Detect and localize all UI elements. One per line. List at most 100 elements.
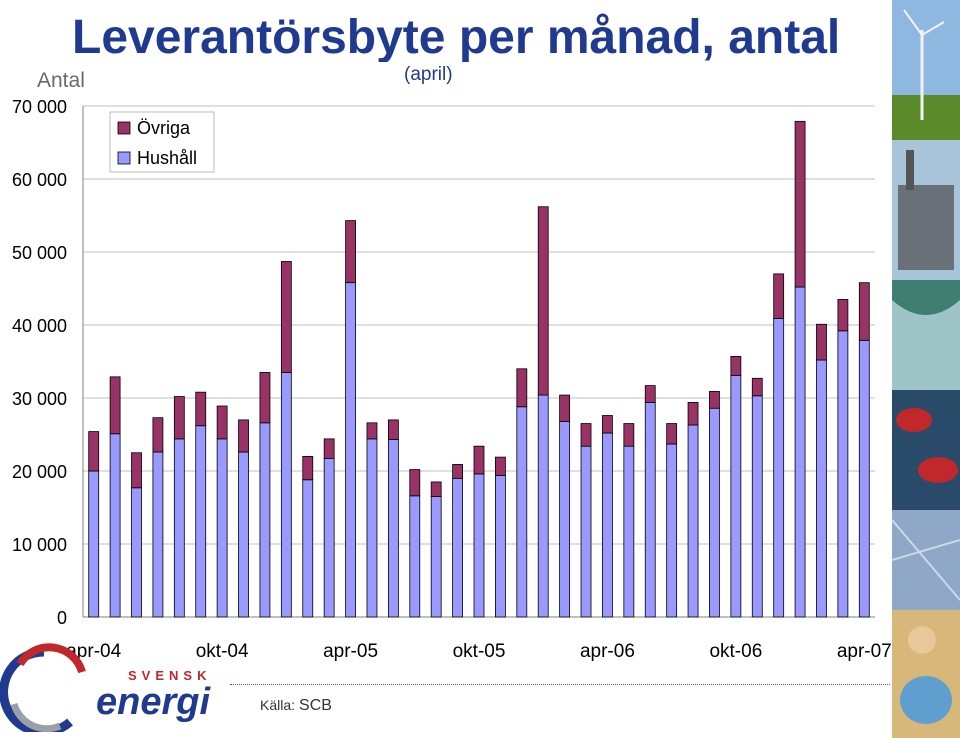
chart-title: Leverantörsbyte per månad, antal <box>72 11 841 62</box>
bar-hushall <box>195 425 207 618</box>
bar-ovriga <box>751 377 763 397</box>
bar-hushall <box>602 432 613 618</box>
bar-ovriga <box>195 391 207 427</box>
x-tick-label: okt-05 <box>453 641 506 662</box>
bar-hushall <box>216 438 228 618</box>
y-tick-label: 50 000 <box>12 243 67 263</box>
bar-hushall <box>644 401 656 618</box>
bar-hushall <box>345 282 356 618</box>
bar-ovriga <box>88 431 100 472</box>
bar-hushall <box>495 474 506 618</box>
bar-ovriga <box>430 481 442 497</box>
y-tick-label: 30 000 <box>12 389 67 409</box>
energy-photo-collage <box>892 0 960 738</box>
bar-hushall <box>302 479 314 618</box>
footer-divider <box>230 684 890 685</box>
bar-hushall <box>773 318 785 618</box>
y-tick-label: 40 000 <box>12 316 67 336</box>
source-value: SCB <box>299 697 332 714</box>
bar-ovriga <box>366 422 378 440</box>
y-tick-label: 20 000 <box>12 462 67 482</box>
x-tick-label: apr-04 <box>66 641 121 662</box>
bar-hushall <box>516 406 528 618</box>
bar-hushall <box>687 424 699 618</box>
bar-hushall <box>794 286 806 618</box>
x-tick-label: okt-06 <box>709 641 762 662</box>
bar-ovriga <box>495 456 506 476</box>
source-note: Källa: SCB <box>260 697 332 715</box>
bar-ovriga <box>109 376 121 435</box>
legend-swatch <box>117 121 131 135</box>
bar-hushall <box>537 394 549 618</box>
logo-ring-grey <box>10 702 62 732</box>
bar-ovriga <box>323 438 335 459</box>
bar-hushall <box>623 445 635 618</box>
bar-hushall <box>88 470 100 618</box>
legend-label: Hushåll <box>137 148 197 168</box>
bar-hushall <box>580 445 592 618</box>
bar-hushall <box>259 422 271 618</box>
x-tick-label: apr-06 <box>580 641 635 662</box>
bar-ovriga <box>409 469 421 497</box>
bar-ovriga <box>709 391 720 409</box>
y-tick-label: 0 <box>57 608 67 628</box>
bar-ovriga <box>216 405 228 440</box>
bar-ovriga <box>730 355 742 376</box>
bar-hushall <box>366 438 378 618</box>
bar-ovriga <box>516 368 528 408</box>
bar-chart: 0 10 000 20 000 30 000 40 000 50 000 60 000 70 … <box>12 97 892 662</box>
bar-hushall <box>152 451 164 618</box>
bar-ovriga <box>837 299 849 332</box>
x-tick-label: apr-07 <box>837 641 892 662</box>
bar-ovriga <box>816 323 827 361</box>
source-label: Källa: <box>260 697 296 713</box>
bar-hushall <box>109 433 121 618</box>
bar-ovriga <box>387 419 399 441</box>
bar-ovriga <box>345 220 356 284</box>
y-tick-label: 10 000 <box>12 535 67 555</box>
logo-ring-blue <box>0 647 73 732</box>
bar-hushall <box>323 458 335 618</box>
chart-subtitle: (april) <box>404 64 453 85</box>
bar-ovriga <box>644 385 656 403</box>
x-tick-label: okt-04 <box>196 641 249 662</box>
bar-hushall <box>559 420 571 618</box>
bar-ovriga <box>602 415 613 434</box>
bar-ovriga <box>302 455 314 481</box>
bar-hushall <box>452 477 463 618</box>
bar-hushall <box>837 330 849 618</box>
bar-ovriga <box>687 401 699 426</box>
bar-ovriga <box>259 372 271 424</box>
bar-hushall <box>858 339 870 618</box>
bar-hushall <box>751 395 763 618</box>
bar-ovriga <box>152 417 164 453</box>
logo-ring-red <box>16 643 86 674</box>
bar-hushall <box>730 374 742 618</box>
bar-hushall <box>816 359 827 618</box>
bar-ovriga <box>173 396 185 440</box>
bar-hushall <box>473 473 485 618</box>
bar-hushall <box>666 443 678 618</box>
bar-hushall <box>238 451 249 618</box>
bar-hushall <box>280 372 292 618</box>
bar-hushall <box>173 438 185 618</box>
bar-hushall <box>430 496 442 618</box>
y-axis-label: Antal <box>37 69 85 92</box>
legend-label: Övriga <box>137 118 191 138</box>
bar-ovriga <box>473 445 485 475</box>
bar-ovriga <box>452 464 463 479</box>
bar-ovriga <box>537 206 549 396</box>
bar-ovriga <box>580 423 592 447</box>
bar-ovriga <box>131 452 142 489</box>
bar-ovriga <box>559 394 571 422</box>
legend-swatch <box>117 151 131 165</box>
bar-hushall <box>709 407 720 618</box>
bar-ovriga <box>238 419 249 453</box>
logo-text-svensk: SVENSK <box>128 668 211 683</box>
bar-hushall <box>131 487 142 618</box>
bar-hushall <box>387 439 399 618</box>
bar-ovriga <box>858 282 870 341</box>
legend: Övriga Hushåll <box>109 111 215 173</box>
bar-ovriga <box>773 273 785 319</box>
decorative-photo-strip <box>892 0 960 738</box>
